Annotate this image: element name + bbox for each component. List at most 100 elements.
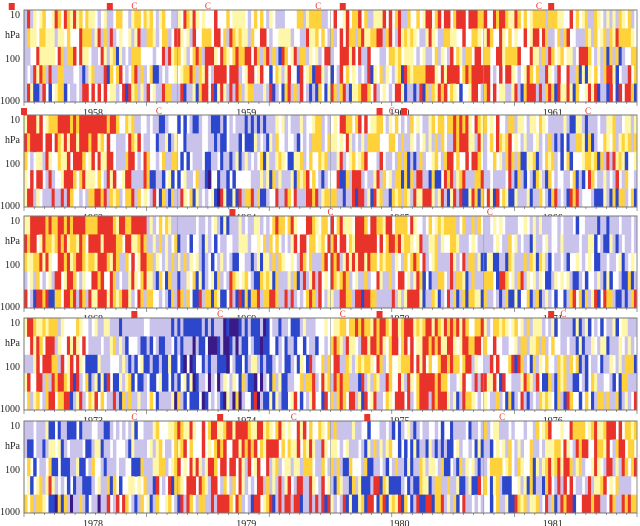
anomaly-cell: [149, 216, 154, 235]
anomaly-cell: [220, 83, 224, 103]
anomaly-cell: [235, 151, 239, 171]
anomaly-cell: [633, 83, 638, 103]
anomaly-cell: [186, 170, 190, 189]
anomaly-cell: [425, 65, 429, 84]
anomaly-cell: [630, 354, 635, 374]
anomaly-cell: [315, 188, 319, 208]
anomaly-cell: [186, 28, 190, 48]
anomaly-cell: [545, 336, 549, 356]
anomaly-cell: [266, 83, 270, 103]
anomaly-cell: [397, 494, 402, 514]
anomaly-cell: [36, 494, 40, 514]
anomaly-cell: [189, 421, 193, 440]
anomaly-cell: [327, 46, 331, 66]
anomaly-cell: [606, 83, 610, 103]
anomaly-cell: [140, 457, 144, 477]
anomaly-cell: [201, 28, 206, 48]
anomaly-cell: [125, 354, 129, 374]
anomaly-cell: [69, 115, 74, 134]
anomaly-cell: [174, 271, 178, 290]
anomaly-cell: [566, 28, 570, 48]
anomaly-cell: [85, 115, 89, 134]
anomaly-cell: [535, 188, 540, 208]
anomaly-cell: [195, 46, 200, 66]
anomaly-cell: [302, 476, 307, 495]
anomaly-cell: [94, 216, 98, 235]
anomaly-cell: [69, 65, 74, 84]
anomaly-cell: [572, 457, 577, 477]
anomaly-cell: [256, 188, 261, 208]
anomaly-cell: [440, 457, 445, 477]
anomaly-cell: [440, 391, 445, 411]
anomaly-cell: [287, 354, 292, 374]
anomaly-cell: [351, 421, 356, 440]
anomaly-cell: [85, 216, 89, 235]
anomaly-cell: [560, 457, 564, 477]
anomaly-cell: [266, 421, 270, 440]
anomaly-cell: [238, 457, 243, 477]
anomaly-cell: [612, 28, 616, 48]
anomaly-cell: [364, 216, 368, 235]
anomaly-cell: [517, 83, 521, 103]
anomaly-cell: [171, 188, 175, 208]
anomaly-cell: [499, 170, 503, 189]
anomaly-cell: [462, 28, 466, 48]
anomaly-cell: [480, 421, 485, 440]
anomaly-cell: [290, 373, 295, 392]
anomaly-cell: [529, 354, 534, 374]
anomaly-cell: [443, 252, 448, 272]
anomaly-cell: [529, 28, 534, 48]
anomaly-cell: [54, 336, 59, 356]
anomaly-cell: [201, 318, 206, 337]
anomaly-cell: [618, 252, 623, 272]
anomaly-cell: [609, 476, 613, 495]
anomaly-cell: [232, 354, 236, 374]
anomaly-cell: [397, 83, 402, 103]
anomaly-cell: [462, 354, 466, 374]
anomaly-cell: [272, 318, 276, 337]
anomaly-cell: [137, 289, 141, 309]
anomaly-cell: [591, 188, 595, 208]
anomaly-cell: [456, 115, 460, 134]
anomaly-cell: [587, 318, 592, 337]
anomaly-cell: [471, 83, 475, 103]
anomaly-cell: [578, 188, 583, 208]
anomaly-cell: [134, 28, 138, 48]
anomaly-cell: [275, 170, 279, 189]
anomaly-cell: [42, 476, 46, 495]
anomaly-cell: [192, 83, 197, 103]
anomaly-cell: [379, 151, 383, 171]
anomaly-cell: [189, 476, 193, 495]
anomaly-cell: [394, 234, 399, 254]
anomaly-cell: [210, 421, 215, 440]
anomaly-cell: [66, 115, 71, 134]
anomaly-cell: [312, 439, 316, 459]
anomaly-cell: [443, 10, 448, 29]
anomaly-cell: [443, 391, 448, 411]
anomaly-cell: [532, 494, 537, 514]
anomaly-cell: [600, 373, 604, 392]
anomaly-cell: [73, 234, 77, 254]
anomaly-cell: [376, 354, 380, 374]
anomaly-cell: [143, 271, 147, 290]
anomaly-cell: [100, 65, 105, 84]
anomaly-cell: [609, 336, 613, 356]
anomaly-cell: [260, 289, 264, 309]
anomaly-cell: [456, 151, 460, 171]
anomaly-cell: [532, 28, 537, 48]
anomaly-cell: [250, 83, 255, 103]
anomaly-cell: [453, 234, 457, 254]
anomaly-cell: [183, 10, 187, 29]
anomaly-cell: [24, 234, 28, 254]
anomaly-cell: [434, 336, 439, 356]
anomaly-cell: [465, 252, 469, 272]
anomaly-cell: [45, 234, 49, 254]
anomaly-cell: [431, 170, 436, 189]
anomaly-cell: [281, 170, 285, 189]
anomaly-cell: [232, 83, 236, 103]
anomaly-cell: [410, 252, 414, 272]
anomaly-cell: [446, 115, 451, 134]
anomaly-cell: [508, 115, 512, 134]
anomaly-cell: [217, 83, 221, 103]
anomaly-cell: [73, 10, 77, 29]
